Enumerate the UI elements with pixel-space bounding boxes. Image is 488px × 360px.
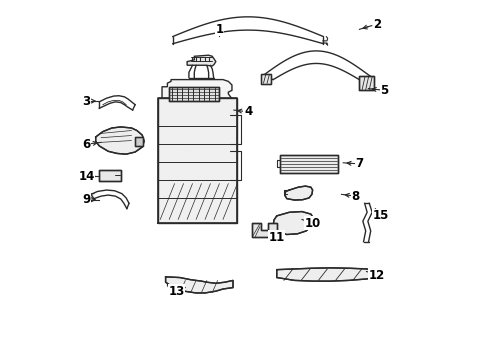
Text: 12: 12	[368, 269, 385, 282]
Text: 10: 10	[304, 216, 320, 230]
Polygon shape	[276, 268, 376, 281]
Polygon shape	[99, 170, 121, 181]
Text: 3: 3	[82, 95, 91, 108]
Text: 8: 8	[351, 190, 359, 203]
Polygon shape	[284, 186, 312, 200]
Text: 14: 14	[79, 170, 95, 183]
Text: 4: 4	[244, 105, 252, 118]
Text: 9: 9	[82, 193, 91, 206]
Text: 7: 7	[354, 157, 363, 170]
Polygon shape	[273, 212, 314, 234]
Text: 5: 5	[380, 84, 387, 97]
Polygon shape	[165, 277, 233, 293]
Polygon shape	[260, 74, 271, 84]
Text: 11: 11	[268, 231, 285, 244]
Polygon shape	[158, 98, 237, 223]
Circle shape	[108, 173, 112, 177]
Text: 15: 15	[372, 210, 388, 222]
Polygon shape	[162, 80, 233, 110]
Polygon shape	[169, 87, 219, 101]
Polygon shape	[96, 127, 144, 154]
Text: 6: 6	[82, 138, 91, 150]
Text: 2: 2	[372, 18, 381, 31]
Text: 13: 13	[168, 285, 184, 298]
Polygon shape	[359, 76, 373, 90]
Polygon shape	[135, 137, 143, 146]
Polygon shape	[187, 55, 215, 66]
Polygon shape	[251, 223, 276, 237]
Polygon shape	[280, 155, 337, 173]
Text: 1: 1	[215, 23, 223, 36]
